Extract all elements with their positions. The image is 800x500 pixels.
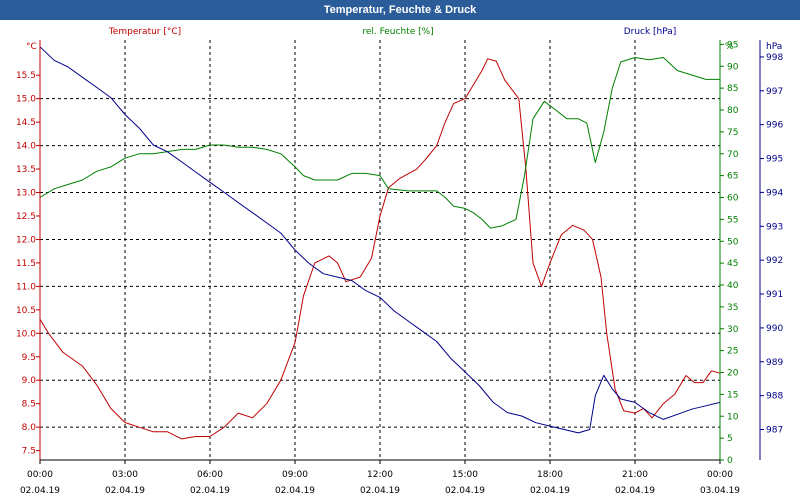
temp-tick-label: 8.5 [22,400,36,410]
window-title: Temperatur, Feuchte & Druck [0,0,800,20]
x-tick-label-time: 18:00 [537,470,563,480]
x-tick-label-date: 02.04.19 [615,486,655,496]
hum-tick-label: 30 [727,325,739,335]
temp-tick-label: 13.5 [16,165,36,175]
press-tick-label: 988 [766,392,783,402]
press-axis-label: Druck [hPa] [624,27,677,37]
press-tick-label: 989 [766,358,783,368]
press-tick-label: 993 [766,222,783,232]
hum-unit-label: % [725,42,734,52]
x-tick-label-time: 15:00 [452,470,478,480]
press-tick-label: 995 [766,155,783,165]
hum-tick-label: 75 [727,128,738,138]
press-tick-label: 990 [766,324,783,334]
temp-tick-label: 14.0 [16,142,36,152]
series-line-temp [39,58,721,440]
hum-tick-label: 60 [727,194,739,204]
chart: 00:00 02.04.19 03:00 02.04.19 06:00 02.04.19 0… [16,27,783,496]
x-tick-label-time: 12:00 [367,470,393,480]
temp-tick-label: 9.0 [22,376,37,386]
temp-tick-label: 14.5 [16,118,36,128]
x-tick-label-date: 02.04.19 [360,486,400,496]
hum-tick-label: 10 [727,412,739,422]
axes: 00:00 02.04.19 03:00 02.04.19 06:00 02.04.19 0… [16,40,783,496]
temp-tick-label: 8.0 [22,423,37,433]
temp-tick-label: 15.0 [16,95,36,105]
press-tick-label: 992 [766,256,783,266]
temp-tick-label: 11.0 [16,282,36,292]
x-tick-label-time: 21:00 [622,470,648,480]
x-tick-label-date: 03.04.19 [700,486,740,496]
hum-tick-label: 25 [727,347,738,357]
temp-tick-label: 12.5 [16,212,36,222]
x-tick-label-date: 02.04.19 [105,486,145,496]
temp-tick-label: 7.5 [22,447,36,457]
hum-tick-label: 90 [727,62,739,72]
temp-tick-label: 13.0 [16,189,36,199]
series-line-press [39,46,721,434]
hum-tick-label: 35 [727,303,738,313]
x-tick-label-date: 02.04.19 [190,486,230,496]
x-tick-label-time: 09:00 [282,470,308,480]
x-tick-label-date: 02.04.19 [20,486,60,496]
temp-tick-label: 10.0 [16,329,36,339]
press-tick-label: 997 [766,87,783,97]
temp-tick-label: 15.5 [16,71,36,81]
x-tick-label-date: 02.04.19 [445,486,485,496]
temp-tick-label: 12.0 [16,235,36,245]
press-tick-label: 994 [766,188,783,198]
x-tick-label-date: 02.04.19 [275,486,315,496]
press-tick-label: 987 [766,426,783,436]
series-line-hum [39,57,720,229]
temp-tick-label: 10.5 [16,306,36,316]
hum-tick-label: 20 [727,369,739,379]
hum-tick-label: 55 [727,215,738,225]
press-unit-label: hPa [766,42,782,52]
temp-unit-label: °C [26,42,37,52]
hum-tick-label: 85 [727,84,738,94]
x-tick-label-time: 00:00 [707,470,733,480]
press-tick-label: 991 [766,290,783,300]
hum-tick-label: 95 [727,40,738,50]
hum-tick-label: 70 [727,150,739,160]
hum-tick-label: 80 [727,106,739,116]
temp-tick-label: 11.5 [16,259,36,269]
x-tick-label-time: 03:00 [112,470,138,480]
temp-axis-label: Temperatur [°C] [108,27,181,37]
x-tick-label-time: 00:00 [27,470,53,480]
x-tick-label-date: 02.04.19 [530,486,570,496]
hum-tick-label: 50 [727,237,739,247]
temp-tick-label: 9.5 [22,353,36,363]
hum-axis-label: rel. Feuchte [%] [362,27,433,37]
hum-tick-label: 0 [727,456,733,466]
hum-tick-label: 40 [727,281,739,291]
press-tick-label: 998 [766,53,783,63]
hum-tick-label: 15 [727,390,738,400]
hum-tick-label: 65 [727,172,738,182]
press-tick-label: 996 [766,121,783,131]
hum-tick-label: 5 [727,434,733,444]
hum-tick-label: 45 [727,259,738,269]
series-layer [39,46,721,440]
x-tick-label-time: 06:00 [197,470,223,480]
